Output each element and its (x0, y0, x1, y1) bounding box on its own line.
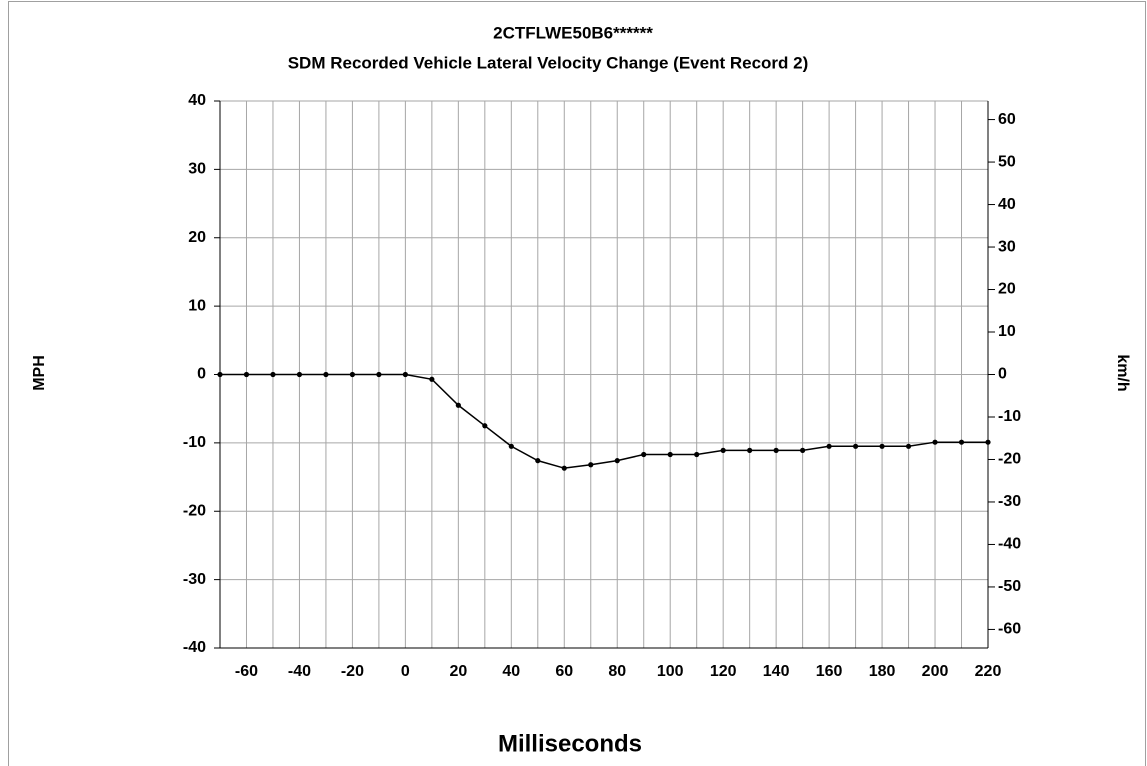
x-tick-label: -60 (235, 663, 258, 680)
data-point (985, 439, 991, 445)
chart-title: 2CTFLWE50B6****** (493, 23, 653, 42)
y-tick-label: 0 (197, 366, 206, 383)
data-point (747, 447, 753, 453)
y2-tick-label: -20 (998, 451, 1021, 468)
x-tick-label: -40 (288, 663, 311, 680)
y2-tick-label: -60 (998, 621, 1021, 638)
y-tick-label: -40 (183, 639, 206, 656)
data-point (376, 371, 382, 378)
x-tick-label: 80 (608, 663, 626, 680)
data-point (588, 462, 594, 468)
data-point (958, 439, 965, 445)
data-point (694, 451, 700, 458)
x-tick-label: 200 (922, 663, 949, 680)
y-tick-label: 40 (188, 92, 206, 109)
y2-tick-label: 30 (998, 238, 1016, 255)
x-tick-label: 20 (449, 663, 467, 680)
chart-subtitle: SDM Recorded Vehicle Lateral Velocity Ch… (288, 53, 809, 72)
x-tick-label: 100 (657, 663, 684, 680)
x-tick-label: 60 (555, 663, 573, 680)
data-line (220, 373, 988, 469)
x-tick-label: -20 (341, 663, 364, 680)
data-point (455, 402, 461, 408)
y2-tick-label: 50 (998, 153, 1016, 170)
frame (8, 1, 1146, 766)
data-point (270, 371, 276, 378)
y2-tick-label: -30 (998, 493, 1021, 510)
data-point (932, 439, 938, 445)
y2-tick-label: -10 (998, 408, 1021, 425)
data-point (349, 371, 356, 378)
x-tick-label: 160 (816, 663, 843, 680)
y-tick-label: 30 (188, 161, 206, 178)
data-point (323, 371, 329, 378)
data-point (535, 458, 541, 464)
x-tick-label: 120 (710, 663, 737, 680)
data-point (826, 443, 832, 449)
x-tick-label: 180 (869, 663, 896, 680)
y2-tick-label: 40 (998, 196, 1016, 213)
data-point (296, 371, 303, 378)
data-point (243, 371, 250, 378)
y-tick-label: 20 (188, 229, 206, 246)
y-tick-label: -20 (183, 502, 206, 519)
data-point (800, 447, 806, 453)
y2-tick-label: -40 (998, 536, 1021, 553)
data-point (508, 443, 514, 449)
y2-tick-label: 20 (998, 281, 1016, 298)
x-tick-label: 220 (975, 663, 1002, 680)
y-tick-label: -10 (183, 434, 206, 451)
x-tick-label: 140 (763, 663, 790, 680)
y-tick-label: -30 (183, 571, 206, 588)
data-point (773, 447, 779, 453)
data-point (429, 376, 435, 382)
data-point (905, 443, 912, 449)
data-point (217, 371, 223, 378)
y2-tick-label: 10 (998, 323, 1016, 340)
x-tick-label: 0 (401, 663, 410, 680)
data-point (852, 443, 859, 449)
data-point (402, 371, 408, 378)
data-point (720, 447, 726, 453)
y2-tick-label: 60 (998, 111, 1016, 128)
data-point (561, 465, 567, 471)
y-tick-label: 10 (188, 297, 206, 314)
y2-tick-label: -50 (998, 578, 1021, 595)
data-point (641, 451, 647, 458)
x-axis-label: Milliseconds (498, 730, 642, 757)
data-point (614, 458, 620, 464)
data-point (667, 451, 673, 458)
y2-tick-label: 0 (998, 366, 1007, 383)
x-tick-label: 40 (502, 663, 520, 680)
data-point (482, 423, 488, 429)
y-axis-label: MPH (31, 355, 48, 391)
y2-axis-label: km/h (1114, 354, 1131, 391)
data-point (879, 443, 885, 449)
